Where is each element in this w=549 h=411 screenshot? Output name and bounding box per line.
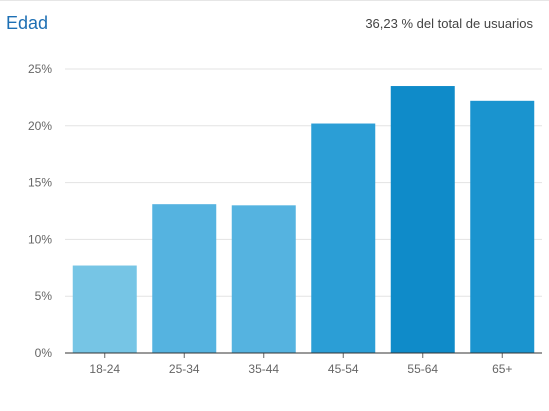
bar-45-54[interactable] <box>311 123 376 353</box>
users-share-summary: 36,23 % del total de usuarios <box>365 16 533 31</box>
y-tick-label: 25% <box>28 62 52 76</box>
y-tick-label: 10% <box>28 232 52 246</box>
x-tick-label: 18-24 <box>89 362 120 376</box>
bar-65+[interactable] <box>470 100 535 353</box>
bar-55-64[interactable] <box>390 86 455 353</box>
y-tick-label: 5% <box>35 289 53 303</box>
x-tick-label: 45-54 <box>328 362 359 376</box>
y-tick-label: 20% <box>28 119 52 133</box>
y-tick-label: 0% <box>35 346 53 360</box>
x-tick-label: 35-44 <box>248 362 279 376</box>
chart-title: Edad <box>6 13 49 33</box>
x-tick-label: 55-64 <box>407 362 438 376</box>
x-tick-label: 25-34 <box>169 362 200 376</box>
bar-35-44[interactable] <box>231 205 296 353</box>
bar-25-34[interactable] <box>152 204 217 353</box>
bar-18-24[interactable] <box>72 265 137 353</box>
y-tick-label: 15% <box>28 176 52 190</box>
x-tick-label: 65+ <box>492 362 512 376</box>
